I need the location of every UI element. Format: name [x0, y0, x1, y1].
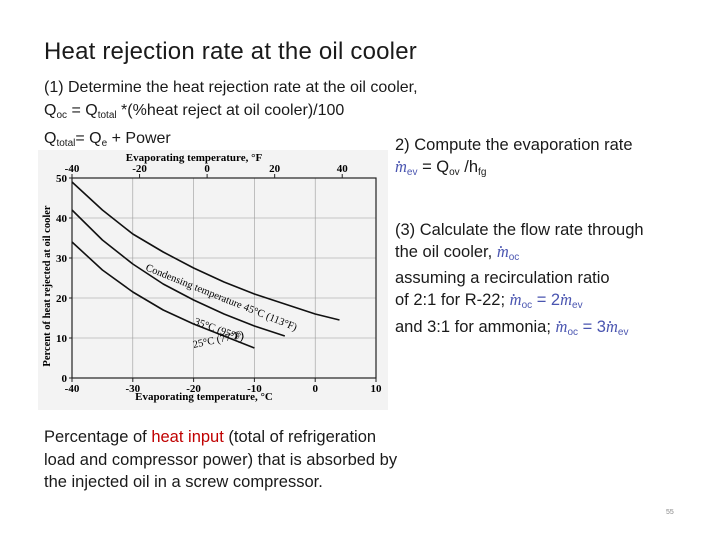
series-line-2 [71, 209, 286, 337]
y-tick-label: 50 [56, 173, 68, 185]
x-tick-label: 10 [371, 383, 383, 395]
step3-line3: assuming a recirculation ratio [395, 269, 610, 287]
caption-line2: load and compressor power) that is absor… [44, 450, 398, 469]
y-axis-label: Percent of heat rejected at oil cooler [42, 205, 53, 366]
chart-background [38, 150, 388, 410]
page-number: 55 [666, 509, 674, 516]
oil-cooler-heat-chart: -40 -30 -20 -10 0 10 -40 -20 0 20 40 0 10 20 30 40 50 Eva… [38, 150, 388, 410]
top-tick-label: -20 [132, 163, 147, 175]
step3-line2: the oil cooler, moc [395, 241, 644, 268]
step1-heading: (1) Determine the heat rejection rate at… [44, 79, 418, 96]
caption-line1: Percentage of heat input (total of refri… [44, 428, 377, 446]
x-tick-label: -10 [247, 383, 262, 395]
step3-block: (3) Calculate the flow rate through the … [395, 220, 644, 343]
y-tick-label: 10 [56, 333, 68, 345]
x-tick-label: -30 [125, 383, 140, 395]
x-tick-label: -40 [65, 383, 80, 395]
step1-block: (1) Determine the heat rejection rate at… [44, 76, 418, 155]
step2-heading: 2) Compute the evaporation rate [395, 136, 633, 154]
top-tick-label: 0 [204, 163, 210, 175]
y-tick-label: 40 [56, 213, 68, 225]
plot-frame [71, 177, 377, 379]
top-tick-label: 40 [337, 163, 349, 175]
step3-line4: of 2:1 for R-22; moc = 2mev [395, 289, 644, 316]
step1-equation-qoc: Qoc = Qtotal *(%heat reject at oil coole… [44, 102, 345, 121]
top-tick-label: -40 [65, 163, 80, 175]
y-tick-label: 30 [56, 253, 68, 265]
step3-heading: (3) Calculate the flow rate through [395, 221, 644, 239]
x-axis-label: Evaporating temperature, °C [135, 391, 273, 403]
slide-title: Heat rejection rate at the oil cooler [44, 38, 417, 65]
series-line-1 [71, 181, 340, 321]
top-axis-label: Evaporating temperature, °F [126, 152, 263, 164]
caption-line3: the injected oil in a screw compressor. [44, 473, 323, 491]
series-line-3 [71, 241, 255, 349]
x-tick-label: 0 [312, 383, 318, 395]
step3-line5: and 3:1 for ammonia; moc = 3mev [395, 316, 644, 343]
top-tick-label: 20 [269, 163, 281, 175]
y-tick-label: 20 [56, 293, 68, 305]
step2-equation: mev = Qov /hfg [395, 156, 633, 183]
chart-svg: -40 -30 -20 -10 0 10 -40 -20 0 20 40 0 10 20 30 40 50 Eva… [38, 150, 388, 410]
step1-equation-qtotal: Qtotal= Qe + Power [44, 130, 171, 149]
x-tick-label: -20 [186, 383, 201, 395]
step2-block: 2) Compute the evaporation rate mev = Qo… [395, 135, 633, 183]
caption-block: Percentage of heat input (total of refri… [44, 426, 397, 494]
y-tick-label: 0 [62, 373, 68, 385]
